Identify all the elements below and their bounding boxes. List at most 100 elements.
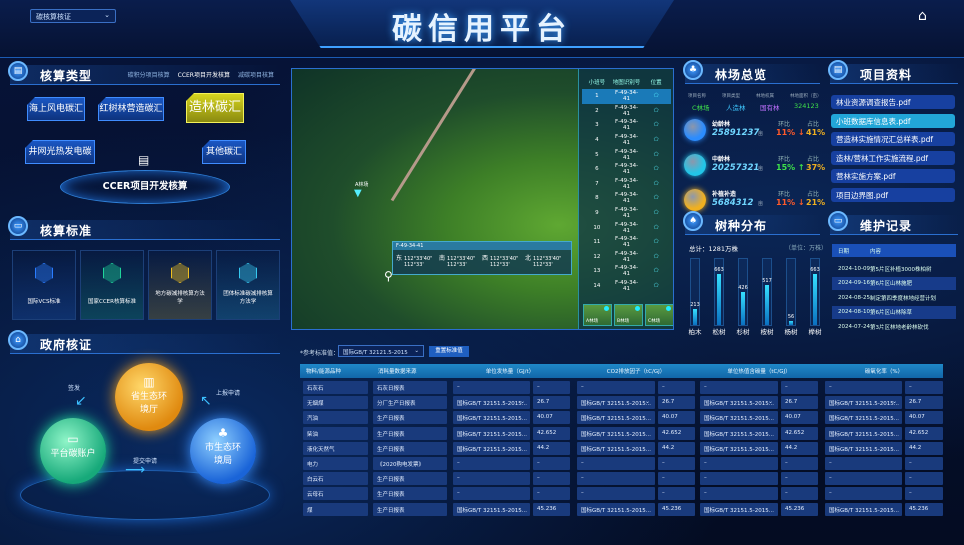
standard-card[interactable]: 国际VCS标准 <box>12 250 76 320</box>
location-pin-icon[interactable]: ⚲ <box>384 269 393 283</box>
plot-row[interactable]: 14 F-49-34-41 ⬠ <box>582 279 671 294</box>
standard-select[interactable]: – <box>700 472 778 486</box>
standard-select[interactable]: 国标GB/T 32151.5-2015... <box>700 411 778 425</box>
location-polygon-icon[interactable]: ⬠ <box>653 253 659 260</box>
plot-row[interactable]: 2 F-49-34-41 ⬠ <box>582 104 671 119</box>
value-input[interactable]: 40.07 <box>533 411 570 425</box>
calc-type-afforestation[interactable]: 造林碳汇 <box>186 93 244 123</box>
standard-select[interactable]: – <box>700 487 778 501</box>
value-input[interactable]: – <box>905 457 943 470</box>
value-input[interactable]: 44.2 <box>781 441 818 455</box>
standard-select[interactable]: 国标GB/T 32151.5-2015... <box>700 502 778 516</box>
value-input[interactable]: – <box>905 487 943 501</box>
module-select[interactable]: 碳核算核证 ⌄ <box>30 9 116 23</box>
value-input[interactable]: 42.652 <box>658 426 695 440</box>
value-input[interactable]: 26.7 <box>905 396 943 410</box>
standard-select[interactable]: 国标GB/T 32151.5-2015... <box>700 441 778 455</box>
location-polygon-icon[interactable]: ⬠ <box>653 166 659 173</box>
location-polygon-icon[interactable]: ⬠ <box>653 210 659 217</box>
home-icon[interactable]: ⌂ <box>918 8 927 24</box>
node-city[interactable]: ♣ 市生态环境局 <box>190 418 256 484</box>
document-link[interactable]: 营林实施方案.pdf <box>831 169 955 183</box>
standard-card[interactable]: 国家CCER核算标准 <box>80 250 144 320</box>
standard-select[interactable]: 国标GB/T 32151.5-2015... <box>700 396 778 410</box>
value-input[interactable]: 45.236 <box>658 502 695 516</box>
standard-select[interactable]: – <box>577 472 655 486</box>
document-link[interactable]: 造林/营林工作实施流程.pdf <box>831 150 955 165</box>
plot-row[interactable]: 3 F-49-34-41 ⬠ <box>582 118 671 133</box>
maint-row[interactable]: 2024-08-25 制定第四季度林地经营计划 <box>832 291 956 304</box>
location-polygon-icon[interactable]: ⬠ <box>653 268 659 275</box>
standard-select[interactable]: 国标GB/T 32151.5-2015... <box>453 411 530 425</box>
location-polygon-icon[interactable]: ⬠ <box>653 107 659 114</box>
plot-row[interactable]: 6 F-49-34-41 ⬠ <box>582 162 671 177</box>
standard-select[interactable]: 国标GB/T 32151.5-2015... <box>577 502 655 516</box>
maint-row[interactable]: 2024-08-10 第6片区山林除草 <box>832 305 956 319</box>
standard-select[interactable]: 国标GB/T 32151.5-2015... <box>825 441 902 455</box>
standard-select[interactable]: 国标GB/T 32151.5-2015... <box>700 426 778 440</box>
value-input[interactable]: 26.7 <box>533 396 570 410</box>
standard-select[interactable]: 国标GB/T 32151.5-2015... <box>453 502 530 516</box>
standard-select[interactable]: 国标GB/T 32151.5-2015... <box>453 441 530 455</box>
standard-select[interactable]: 国标GB/T 32151.5-2015... <box>577 441 655 455</box>
tab-carbon-points[interactable]: 碳积分项目核算 <box>127 72 170 79</box>
document-link[interactable]: 林业资源调查报告.pdf <box>831 95 955 109</box>
standard-card[interactable]: 团体标准碳减排核算方法学 <box>216 250 280 320</box>
standard-select[interactable]: 国标GB/T 32151.5-2015... <box>453 426 530 440</box>
maint-row[interactable]: 2024-10-09 第5片区补植3000株柏树 <box>832 262 956 275</box>
calc-type-solar-thermal[interactable]: 井网光热发电碳汇 <box>25 140 95 164</box>
ref-standard-select[interactable]: 国际GB/T 32121.5-2015 ⌄ <box>338 345 424 357</box>
plot-row[interactable]: 4 F-49-34-41 ⬠ <box>582 133 671 148</box>
standard-select[interactable]: 国标GB/T 32151.5-2015... <box>577 396 655 410</box>
value-input[interactable]: – <box>533 457 570 470</box>
value-input[interactable]: 45.236 <box>905 502 943 516</box>
standard-select[interactable]: 国标GB/T 32151.5-2015... <box>825 411 902 425</box>
standard-select[interactable]: – <box>825 381 902 394</box>
standard-select[interactable]: – <box>577 487 655 501</box>
location-polygon-icon[interactable]: ⬠ <box>653 283 659 290</box>
standard-card[interactable]: 地方碳减排核算方法学 <box>148 250 212 320</box>
standard-select[interactable]: 国标GB/T 32151.5-2015... <box>577 426 655 440</box>
value-input[interactable]: 44.2 <box>533 441 570 455</box>
location-polygon-icon[interactable]: ⬠ <box>653 239 659 246</box>
forest-thumbnail[interactable]: A林场 <box>583 304 612 326</box>
plot-row[interactable]: 10 F-49-34-41 ⬠ <box>582 220 671 235</box>
maint-row[interactable]: 2024-09-16 第6片区山林施肥 <box>832 276 956 290</box>
calc-type-mangrove[interactable]: 红树林营造碳汇 <box>98 97 164 121</box>
value-input[interactable]: – <box>533 381 570 394</box>
standard-select[interactable]: 国标GB/T 32151.5-2015... <box>825 502 902 516</box>
standard-select[interactable]: – <box>700 381 778 394</box>
value-input[interactable]: – <box>781 472 818 486</box>
value-input[interactable]: – <box>905 472 943 486</box>
location-polygon-icon[interactable]: ⬠ <box>653 122 659 129</box>
plot-row[interactable]: 13 F-49-34-41 ⬠ <box>582 264 671 279</box>
plot-row[interactable]: 8 F-49-34-41 ⬠ <box>582 191 671 206</box>
value-input[interactable]: 26.7 <box>781 396 818 410</box>
standard-select[interactable]: – <box>453 487 530 501</box>
value-input[interactable]: 42.652 <box>533 426 570 440</box>
standard-select[interactable]: – <box>825 457 902 470</box>
forest-thumbnail[interactable]: B林场 <box>614 304 643 326</box>
value-input[interactable]: – <box>781 381 818 394</box>
location-polygon-icon[interactable]: ⬠ <box>653 195 659 202</box>
plot-row[interactable]: 7 F-49-34-41 ⬠ <box>582 177 671 192</box>
document-link[interactable]: 项目边界图.pdf <box>831 187 955 202</box>
value-input[interactable]: 45.236 <box>781 502 818 516</box>
standard-select[interactable]: – <box>453 457 530 470</box>
value-input[interactable]: 42.652 <box>781 426 818 440</box>
tab-ccer[interactable]: CCER项目开发核算 <box>177 72 230 79</box>
maint-row[interactable]: 2024-07-24 第3片区林地老龄林砍伐 <box>832 320 956 333</box>
standard-select[interactable]: – <box>700 457 778 470</box>
value-input[interactable]: – <box>658 457 695 470</box>
standard-select[interactable]: 国标GB/T 32151.5-2015... <box>577 411 655 425</box>
node-province[interactable]: ▥ 省生态环境厅 <box>115 363 183 431</box>
value-input[interactable]: 40.07 <box>658 411 695 425</box>
location-polygon-icon[interactable]: ⬠ <box>653 151 659 158</box>
plot-row[interactable]: 11 F-49-34-41 ⬠ <box>582 235 671 250</box>
standard-select[interactable]: 国标GB/T 32151.5-2015... <box>825 426 902 440</box>
plot-row[interactable]: 5 F-49-34-41 ⬠ <box>582 147 671 162</box>
value-input[interactable]: – <box>905 381 943 394</box>
plot-row[interactable]: 1 F-49-34-41 ⬠ <box>582 89 671 104</box>
value-input[interactable]: 44.2 <box>905 441 943 455</box>
value-input[interactable]: – <box>658 487 695 501</box>
